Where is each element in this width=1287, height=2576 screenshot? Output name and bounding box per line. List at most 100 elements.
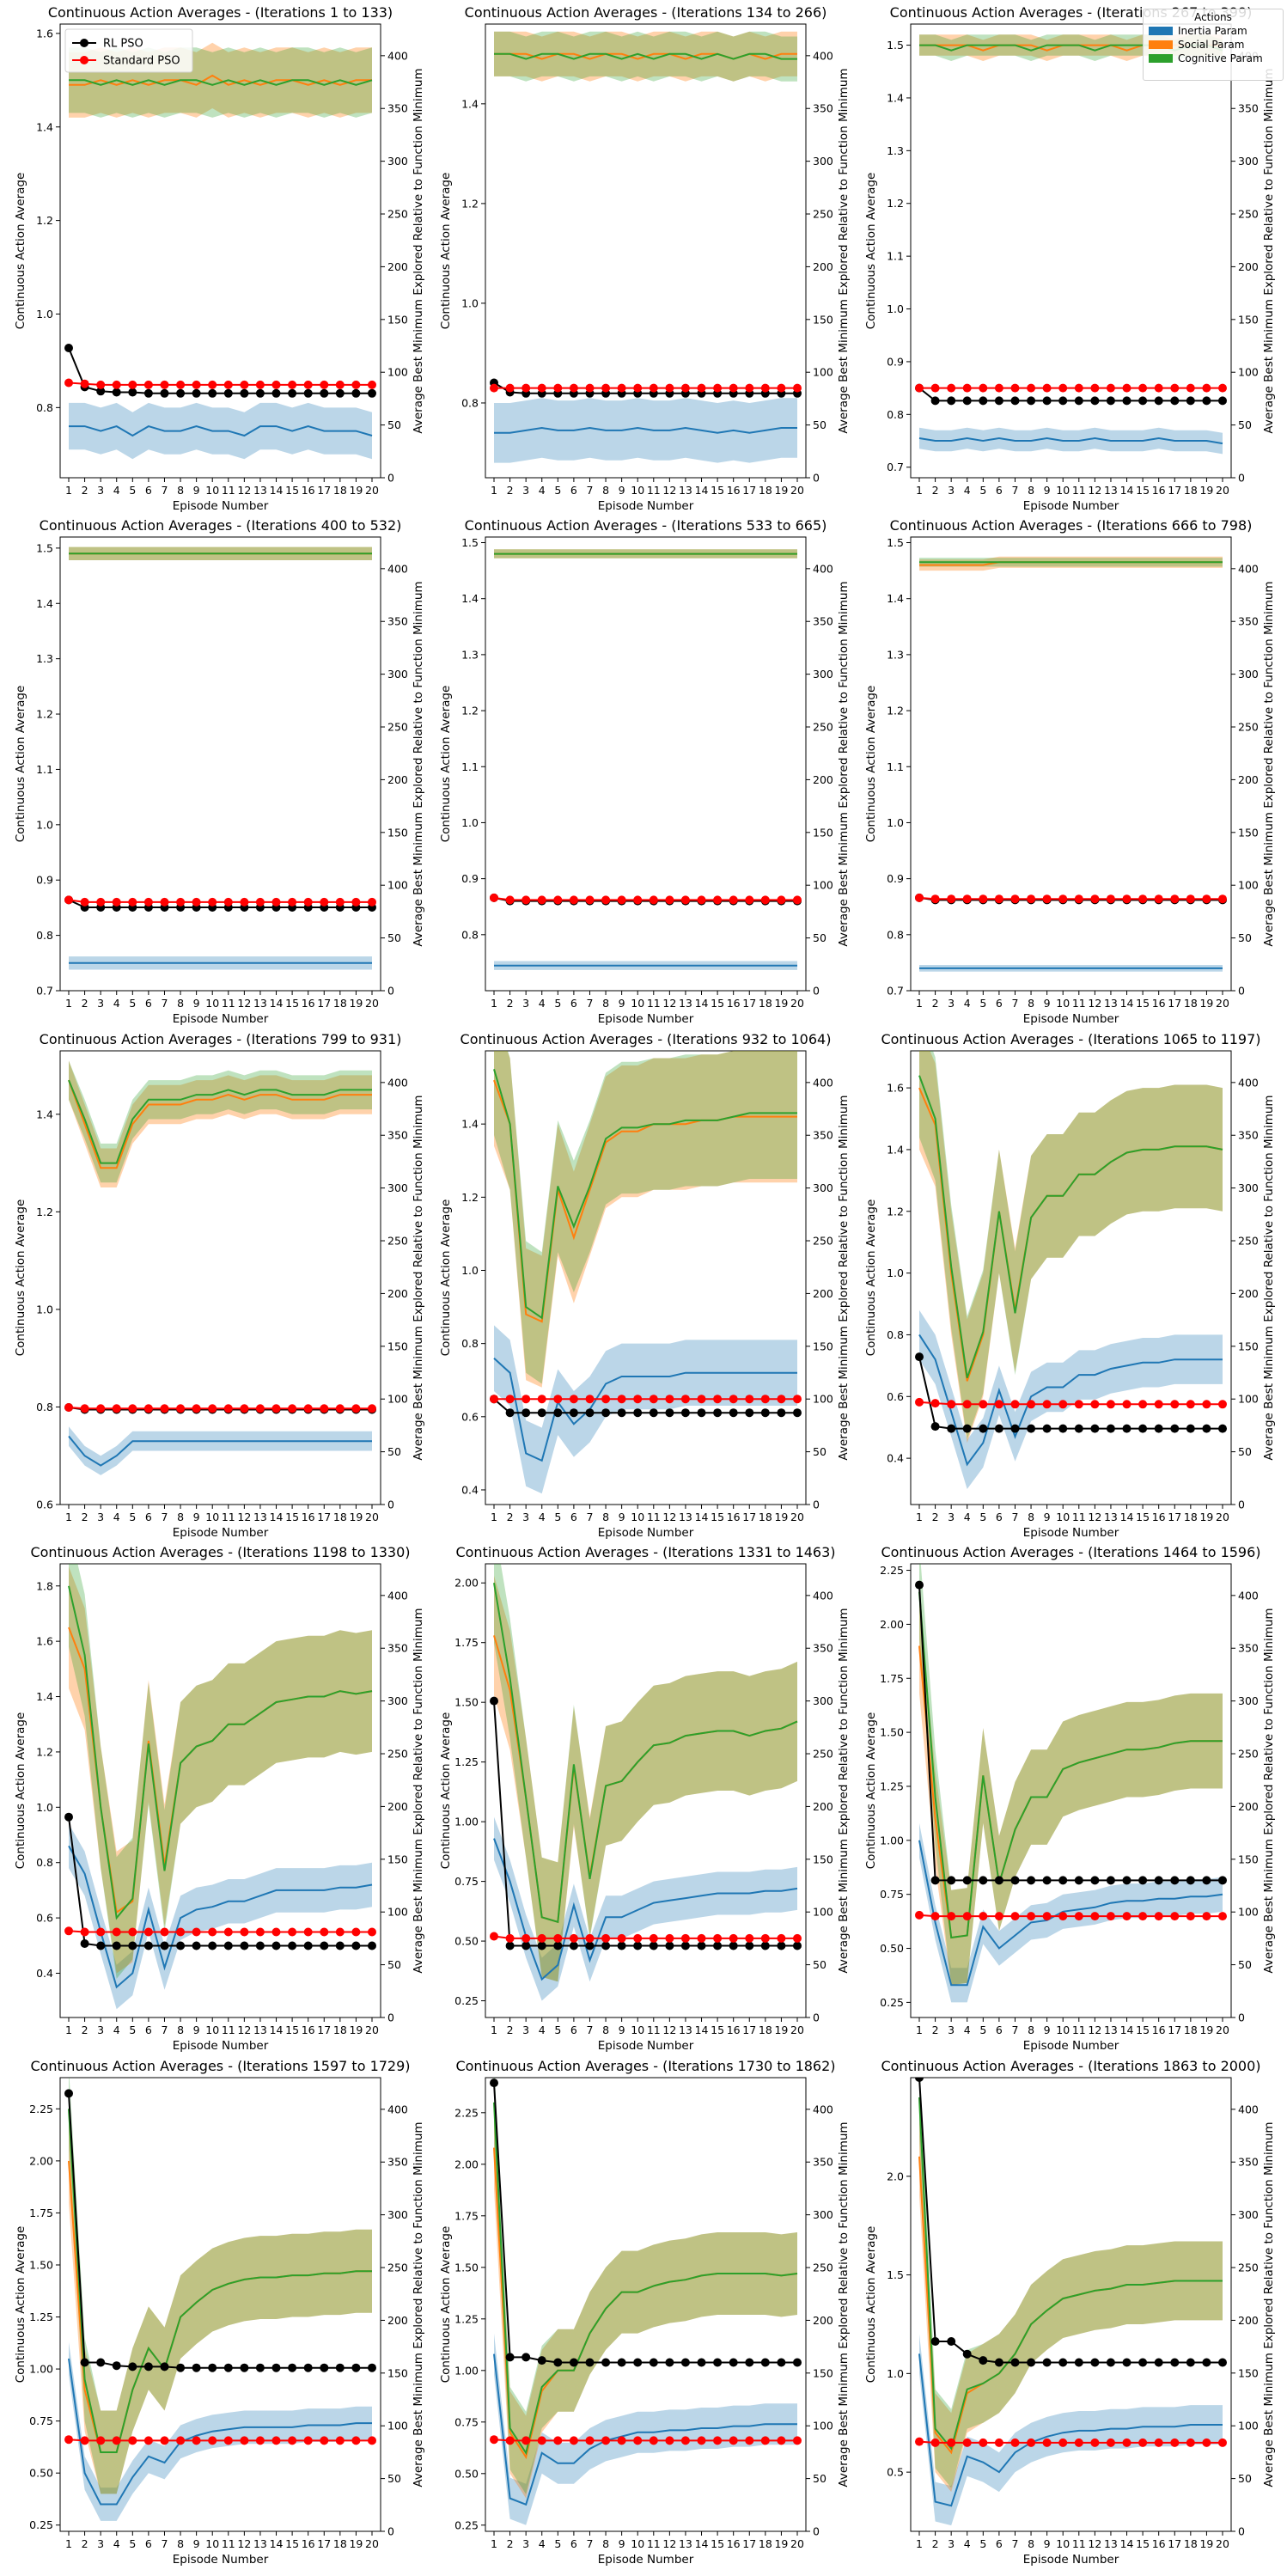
rl-pso-point bbox=[569, 1941, 578, 1950]
x-axis-label: Episode Number bbox=[598, 499, 694, 513]
rl-pso-point bbox=[335, 2363, 345, 2372]
rl-pso-point bbox=[537, 1408, 546, 1418]
x-tick-label: 15 bbox=[1136, 2024, 1150, 2036]
y-tick-label: 1.6 bbox=[36, 27, 53, 40]
y2-tick-label: 50 bbox=[813, 418, 826, 431]
rl-pso-point bbox=[1170, 1876, 1180, 1885]
x-tick-label: 15 bbox=[711, 2537, 724, 2550]
y-tick-label: 1.4 bbox=[461, 1118, 479, 1131]
rl-pso-point bbox=[930, 1422, 940, 1431]
x-tick-label: 20 bbox=[365, 997, 379, 1010]
standard-pso-point bbox=[947, 894, 956, 904]
y2-tick-label: 50 bbox=[1238, 931, 1252, 944]
rl-pso-point bbox=[962, 2349, 972, 2359]
rl-pso-point bbox=[505, 1408, 515, 1418]
standard-pso-point bbox=[962, 1400, 972, 1409]
standard-pso-point bbox=[569, 895, 578, 905]
standard-pso-point bbox=[288, 380, 297, 389]
cognitive-line bbox=[918, 1591, 1223, 1939]
standard-pso-point bbox=[915, 1910, 924, 1920]
x-tick-label: 19 bbox=[349, 1511, 363, 1523]
y2-tick-label: 0 bbox=[813, 985, 820, 998]
subplot-5: Continuous Action Averages - (Iterations… bbox=[439, 517, 851, 1026]
plot-area bbox=[915, 1564, 1227, 2003]
legend-swatch-cognitive bbox=[1149, 54, 1173, 63]
plot-frame bbox=[485, 536, 807, 992]
standard-pso-point bbox=[80, 379, 89, 388]
standard-pso-point bbox=[1106, 2438, 1115, 2447]
x-tick-label: 5 bbox=[129, 2537, 136, 2550]
rl-pso-point bbox=[192, 1941, 201, 1950]
x-tick-label: 19 bbox=[1199, 2024, 1213, 2036]
standard-pso-point bbox=[80, 1927, 89, 1937]
plot-frame bbox=[59, 2077, 381, 2532]
x-tick-label: 6 bbox=[996, 997, 1003, 1010]
rl-pso-point bbox=[1154, 2358, 1163, 2367]
actions-legend-title: Actions bbox=[1194, 11, 1232, 23]
x-tick-label: 18 bbox=[759, 484, 772, 497]
rl-pso-point bbox=[303, 2363, 313, 2372]
x-tick-label: 7 bbox=[586, 1511, 593, 1523]
standard-pso-point bbox=[1202, 894, 1211, 904]
y-tick-label: 1.8 bbox=[36, 1579, 53, 1592]
x-tick-label: 15 bbox=[1136, 2537, 1150, 2550]
standard-pso-point bbox=[505, 1395, 515, 1404]
standard-pso-point bbox=[522, 1395, 531, 1404]
y2-tick-label: 350 bbox=[1238, 102, 1259, 115]
x-tick-label: 7 bbox=[161, 484, 168, 497]
social-band bbox=[69, 1060, 372, 1187]
rl-pso-point bbox=[585, 1941, 595, 1950]
x-tick-label: 15 bbox=[285, 997, 299, 1010]
x-tick-label: 11 bbox=[647, 1511, 661, 1523]
x-tick-label: 17 bbox=[1168, 1511, 1181, 1523]
standard-pso-point bbox=[271, 2436, 281, 2445]
standard-pso-point bbox=[745, 2436, 754, 2445]
x-tick-label: 20 bbox=[365, 484, 379, 497]
y-tick-label: 1.2 bbox=[461, 197, 479, 210]
x-axis-label: Episode Number bbox=[1023, 1012, 1119, 1026]
x-tick-label: 1 bbox=[65, 2024, 72, 2036]
standard-pso-point bbox=[1154, 2438, 1163, 2447]
y2-tick-label: 100 bbox=[1238, 366, 1259, 379]
x-tick-label: 2 bbox=[932, 997, 939, 1010]
y-tick-label: 1.0 bbox=[887, 2367, 904, 2380]
cognitive-line bbox=[493, 1069, 797, 1320]
y-axis-label-right: Average Best Minimum Explored Relative t… bbox=[1262, 581, 1276, 946]
rl-pso-point bbox=[335, 388, 345, 398]
standard-pso-point bbox=[303, 1927, 313, 1937]
y2-tick-label: 400 bbox=[813, 1589, 833, 1602]
y-tick-label: 1.0 bbox=[887, 816, 904, 829]
x-tick-label: 5 bbox=[554, 997, 561, 1010]
standard-pso-point bbox=[649, 2436, 658, 2445]
rl-pso-point bbox=[208, 388, 217, 398]
x-tick-label: 17 bbox=[742, 1511, 756, 1523]
standard-pso-point bbox=[617, 895, 626, 905]
rl-pso-point bbox=[1202, 1424, 1211, 1433]
standard-pso-point bbox=[1138, 383, 1148, 393]
x-tick-label: 16 bbox=[1152, 2537, 1166, 2550]
rl-pso-point bbox=[368, 388, 376, 398]
standard-pso-point bbox=[1202, 1912, 1211, 1921]
y2-tick-label: 250 bbox=[1238, 1235, 1259, 1248]
standard-pso-point bbox=[368, 1404, 376, 1413]
y-tick-label: 1.0 bbox=[461, 816, 479, 829]
standard-pso-point bbox=[617, 383, 626, 393]
y2-tick-label: 100 bbox=[387, 879, 408, 892]
x-tick-label: 1 bbox=[916, 2537, 923, 2550]
rl-pso-point bbox=[240, 388, 249, 398]
rl-pso-point bbox=[1154, 1424, 1163, 1433]
inertia-band bbox=[69, 2341, 372, 2521]
y-tick-label: 1.0 bbox=[461, 296, 479, 309]
x-axis-label: Episode Number bbox=[598, 1012, 694, 1026]
rl-pso-point bbox=[1186, 1876, 1195, 1885]
y-tick-label: 1.5 bbox=[461, 536, 479, 549]
x-tick-label: 17 bbox=[1168, 2024, 1181, 2036]
y-tick-label: 1.1 bbox=[887, 250, 904, 263]
y2-tick-label: 100 bbox=[813, 879, 833, 892]
x-tick-label: 4 bbox=[539, 2024, 546, 2036]
y-tick-label: 0.9 bbox=[36, 874, 53, 887]
y-tick-label: 1.50 bbox=[880, 1726, 904, 1739]
x-tick-label: 2 bbox=[82, 2537, 88, 2550]
rl-pso-point bbox=[522, 1941, 531, 1950]
subplot-title: Continuous Action Averages - (Iterations… bbox=[881, 1031, 1260, 1047]
